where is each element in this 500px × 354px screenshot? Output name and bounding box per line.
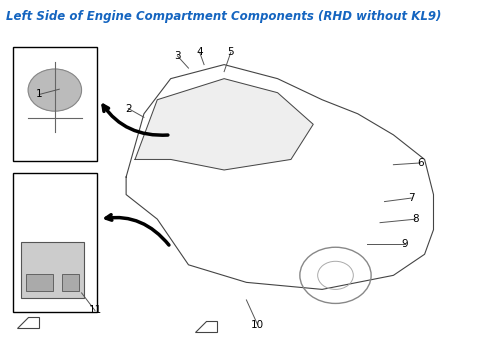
Text: 11: 11 (88, 306, 102, 315)
Polygon shape (195, 321, 218, 332)
Text: 4: 4 (196, 47, 203, 57)
Text: Left Side of Engine Compartment Components (RHD without KL9): Left Side of Engine Compartment Componen… (6, 10, 441, 23)
Bar (22, 242, 84, 298)
Text: 5: 5 (228, 47, 234, 57)
Text: 2: 2 (125, 103, 132, 114)
Text: 1: 1 (36, 90, 43, 99)
Bar (26, 274, 52, 291)
Text: 6: 6 (417, 158, 424, 168)
Polygon shape (17, 318, 40, 328)
Text: 3: 3 (174, 51, 180, 61)
Bar (12, 47, 97, 161)
Text: 9: 9 (401, 239, 408, 249)
Bar (62, 274, 80, 291)
Text: 8: 8 (412, 214, 419, 224)
Bar (12, 173, 97, 312)
Text: 10: 10 (251, 320, 264, 330)
Polygon shape (135, 79, 313, 170)
Text: 7: 7 (408, 193, 414, 203)
Circle shape (28, 69, 82, 111)
